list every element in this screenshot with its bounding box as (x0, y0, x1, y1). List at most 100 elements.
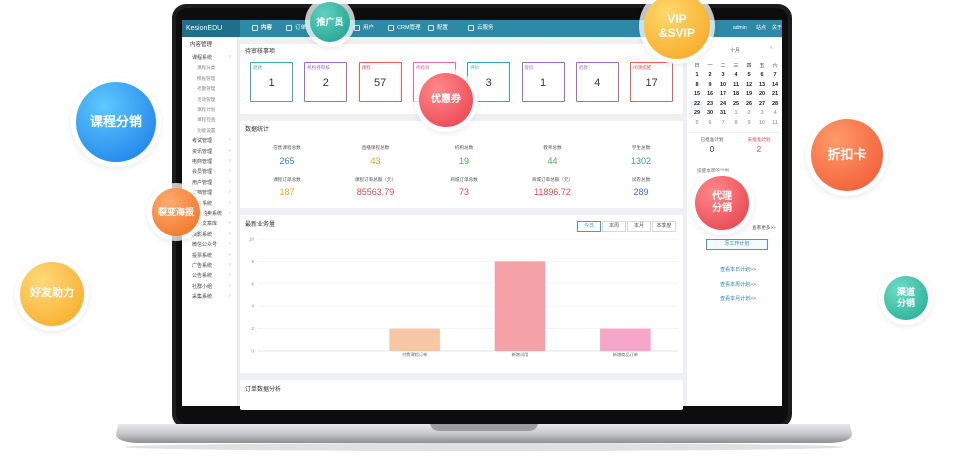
bubble-label: 折扣卡 (827, 147, 867, 163)
plan-link: 查看本周计划>> (720, 281, 756, 288)
nav-item[interactable]: 配置 (437, 25, 449, 31)
submenu-item[interactable]: 课程检查 (197, 117, 216, 123)
submenu-item[interactable]: 课程分类 (197, 65, 216, 71)
day: 22 (693, 100, 701, 107)
day: 27 (758, 100, 766, 107)
remind: 提醒本周的计划 (697, 168, 730, 173)
bubble: 渠道 分销 (884, 276, 928, 320)
todo-card[interactable] (630, 62, 674, 102)
menu-item[interactable]: 广告系统 (192, 263, 213, 269)
notch (430, 424, 538, 431)
top-link[interactable]: 站点 (756, 25, 767, 31)
menu-item[interactable]: 会员管理 (192, 169, 213, 176)
tab[interactable]: 本周 (602, 221, 626, 232)
menu-item[interactable]: 微信公众号 (192, 242, 218, 249)
plan-label: 未批准计划 (747, 137, 771, 142)
menu-item[interactable]: 微信文章库 (192, 221, 218, 228)
menu-arrow: › (229, 220, 231, 227)
menu-arrow: › (229, 168, 231, 175)
menu-item[interactable]: 投票系统 (192, 252, 213, 259)
todo-value: 57 (373, 77, 387, 89)
chart-title: 最新业务量 (245, 222, 276, 228)
todo-label: 退款 (578, 65, 588, 70)
stat-value: 289 (633, 187, 649, 197)
submenu-item[interactable]: 考勤管理 (197, 86, 216, 92)
menu-item[interactable]: 采集系统 (192, 294, 213, 301)
menu-item[interactable]: 电商管理 (192, 159, 213, 165)
menu-item[interactable]: 社群小组 (192, 283, 213, 290)
order-panel (240, 380, 683, 410)
submenu-item[interactable]: 模板管理 (197, 75, 216, 81)
weekday: 六 (772, 63, 778, 69)
menu-item[interactable]: 课程系统 (192, 55, 213, 61)
nav-icon (354, 25, 360, 31)
menu-arrow: › (229, 230, 231, 237)
stat-value: 85563.79 (356, 187, 395, 197)
bubble-label: 优惠券 (431, 94, 461, 105)
tab[interactable]: 本季度 (652, 221, 676, 232)
todo-card[interactable] (575, 62, 619, 102)
more-link[interactable]: 查看更多>> (752, 225, 776, 230)
stat-value: 44 (547, 156, 558, 166)
todo-value: 1 (268, 77, 275, 89)
day: 6 (760, 72, 764, 78)
nav-icon (286, 25, 292, 31)
menu-arrow: › (229, 178, 231, 185)
submenu-item[interactable]: 活动管理 (197, 96, 216, 102)
day: 29 (693, 110, 701, 116)
panel-title: 数据统计 (245, 127, 270, 133)
plan-button[interactable]: 写工作计划 (706, 239, 768, 250)
todo-card[interactable] (358, 62, 402, 102)
stat-value: 265 (279, 156, 295, 166)
plan-value: 0 (709, 145, 715, 154)
day: 3 (760, 110, 764, 116)
menu-arrow: › (229, 282, 231, 289)
stat-label: 教师总数 (543, 145, 562, 150)
day: 2 (708, 72, 712, 78)
tab[interactable]: 今日 (577, 221, 601, 232)
nav-item[interactable]: CRM管理 (397, 25, 421, 31)
submenu-item[interactable]: 功能设置 (197, 127, 216, 133)
stat-label: 学生总数 (631, 145, 651, 150)
menu-arrow: › (229, 241, 231, 248)
submenu-item[interactable]: 课程计划 (197, 107, 216, 112)
day: 21 (771, 91, 779, 97)
day: 23 (706, 100, 714, 107)
menu-item[interactable]: 直播拍卖系统 (192, 211, 223, 217)
top-link[interactable]: 关于 (772, 25, 783, 31)
nav-item[interactable]: 云服务 (477, 25, 494, 31)
day: 11 (772, 119, 778, 126)
menu-arrow: › (229, 199, 231, 206)
day: 10 (758, 119, 766, 126)
menu-item[interactable]: 考试管理 (192, 138, 213, 145)
stat-value: 1302 (630, 156, 652, 166)
day: 6 (708, 119, 712, 126)
menu-item[interactable]: 用户管理 (192, 179, 213, 186)
tab[interactable]: 本月 (627, 221, 651, 232)
stat-label: 机构总数 (454, 145, 474, 150)
stat-label: 直播课程总数 (361, 145, 390, 150)
day: 16 (706, 91, 714, 97)
day: 9 (708, 81, 712, 88)
menu-item[interactable]: 公告系统 (192, 273, 213, 280)
menu-item[interactable]: 资讯管理 (192, 148, 213, 155)
nav-item[interactable]: 内容 (261, 25, 273, 31)
day: 4 (734, 72, 738, 78)
todo-card[interactable] (250, 62, 293, 102)
menu-item[interactable]: 演影系统 (192, 231, 213, 238)
nav-item[interactable]: 订单 (295, 25, 307, 31)
todo-label: 提问 (524, 65, 534, 70)
todo-card[interactable] (304, 62, 348, 102)
day: 4 (773, 110, 777, 116)
bubble: VIP &SVIP (644, 0, 710, 59)
day: 12 (745, 81, 753, 88)
bubble-label: 分销 (712, 203, 732, 214)
todo-card[interactable] (521, 62, 565, 102)
day: 13 (758, 81, 766, 88)
day: 24 (719, 100, 727, 107)
stat-label: 课程订单总数 (273, 177, 301, 182)
nav-item[interactable]: 用户 (363, 25, 375, 31)
user[interactable]: admin (733, 25, 747, 31)
menu-item[interactable]: 文档管理 (192, 190, 213, 197)
stat-value: 73 (458, 187, 469, 197)
